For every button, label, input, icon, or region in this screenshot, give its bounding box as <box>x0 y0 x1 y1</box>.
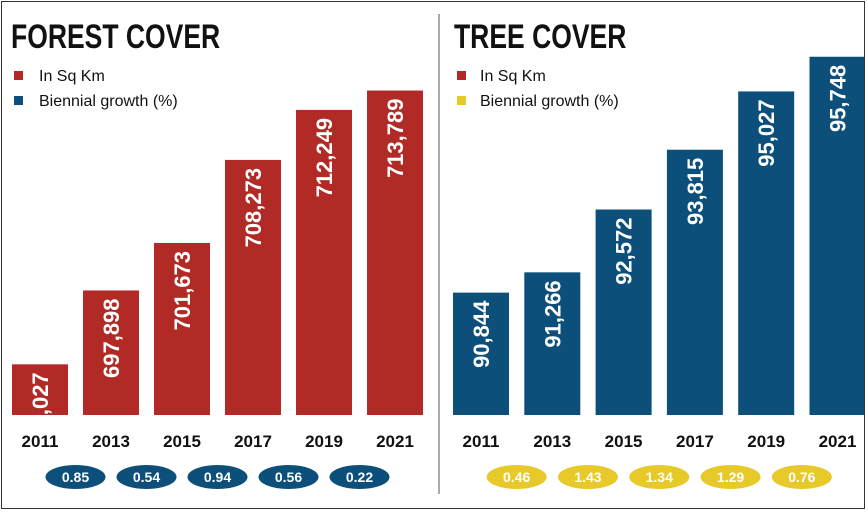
legend-growth-label: Biennial growth (%) <box>480 93 619 110</box>
legend-growth-swatch <box>14 96 23 105</box>
forest-bar-2015 <box>154 242 210 415</box>
forest-value-label: 713,789 <box>383 99 408 179</box>
tree-cover-title: TREE COVER <box>454 18 626 56</box>
forest-year-label: 2019 <box>305 432 343 451</box>
forest-growth-label: 0.54 <box>133 469 160 485</box>
forest-value-label: 697,898 <box>99 298 124 378</box>
tree-value-label: 95,027 <box>754 99 779 166</box>
tree-bar-2011 <box>453 292 509 415</box>
forest-bar-2019 <box>296 109 352 415</box>
tree-growth-label: 1.43 <box>574 469 601 485</box>
forest-year-label: 2011 <box>22 432 59 451</box>
legend-growth-label: Biennial growth (%) <box>39 93 178 110</box>
forest-value-label: 692,027 <box>28 372 53 452</box>
tree-value-label: 92,572 <box>612 218 637 285</box>
tree-bar-2017 <box>666 149 723 416</box>
tree-growth-pill <box>771 465 832 489</box>
tree-growth-label: 0.46 <box>503 469 530 485</box>
forest-growth-pill <box>258 465 319 489</box>
forest-year-label: 2013 <box>92 432 130 451</box>
forest-year-label: 2021 <box>376 432 414 451</box>
legend-sqkm-label: In Sq Km <box>39 68 105 85</box>
forest-growth-pill <box>187 465 248 489</box>
tree-growth-pill <box>486 465 547 489</box>
legend-sqkm-label: In Sq Km <box>480 68 546 85</box>
forest-value-label: 712,249 <box>312 118 337 198</box>
forest-value-label: 701,673 <box>170 251 195 331</box>
forest-bar-2021 <box>367 90 423 415</box>
forest-growth-label: 0.94 <box>204 469 231 485</box>
tree-value-label: 91,266 <box>540 280 565 347</box>
tree-year-label: 2017 <box>676 432 714 451</box>
tree-year-label: 2015 <box>605 432 643 451</box>
forest-growth-label: 0.22 <box>346 469 373 485</box>
bars-layer: 692,0272011697,8982013701,6732015708,273… <box>12 56 864 489</box>
forest-year-label: 2017 <box>234 432 272 451</box>
forest-growth-pill <box>45 465 106 489</box>
tree-growth-pill <box>700 465 761 489</box>
forest-growth-pill <box>329 465 390 489</box>
tree-value-label: 93,815 <box>683 158 708 225</box>
forest-cover-title: FOREST COVER <box>11 18 220 56</box>
tree-growth-label: 1.34 <box>646 469 673 485</box>
tree-growth-label: 1.29 <box>717 469 744 485</box>
tree-bar-2015 <box>595 209 652 415</box>
legend-growth-swatch <box>457 96 466 105</box>
tree-bar-2021 <box>809 56 864 416</box>
legend-sqkm-swatch <box>457 71 466 80</box>
forest-growth-label: 0.56 <box>275 469 302 485</box>
forest-year-label: 2015 <box>163 432 201 451</box>
tree-value-label: 95,748 <box>826 65 851 132</box>
tree-year-label: 2013 <box>533 432 571 451</box>
forest-bar-2013 <box>83 290 139 415</box>
tree-growth-pill <box>557 465 618 489</box>
forest-growth-label: 0.85 <box>62 469 89 485</box>
tree-bar-2013 <box>524 272 581 415</box>
tree-year-label: 2019 <box>747 432 785 451</box>
tree-bar-2019 <box>738 91 795 415</box>
forest-bar-2017 <box>225 159 281 415</box>
tree-year-label: 2011 <box>463 432 500 451</box>
forest-bar-2011 <box>12 364 68 415</box>
tree-growth-pill <box>629 465 690 489</box>
forest-growth-pill <box>116 465 177 489</box>
tree-year-label: 2021 <box>819 432 857 451</box>
tree-growth-label: 0.76 <box>788 469 815 485</box>
tree-value-label: 90,844 <box>469 300 494 368</box>
forest-value-label: 708,273 <box>241 168 266 248</box>
legend-sqkm-swatch <box>14 71 23 80</box>
